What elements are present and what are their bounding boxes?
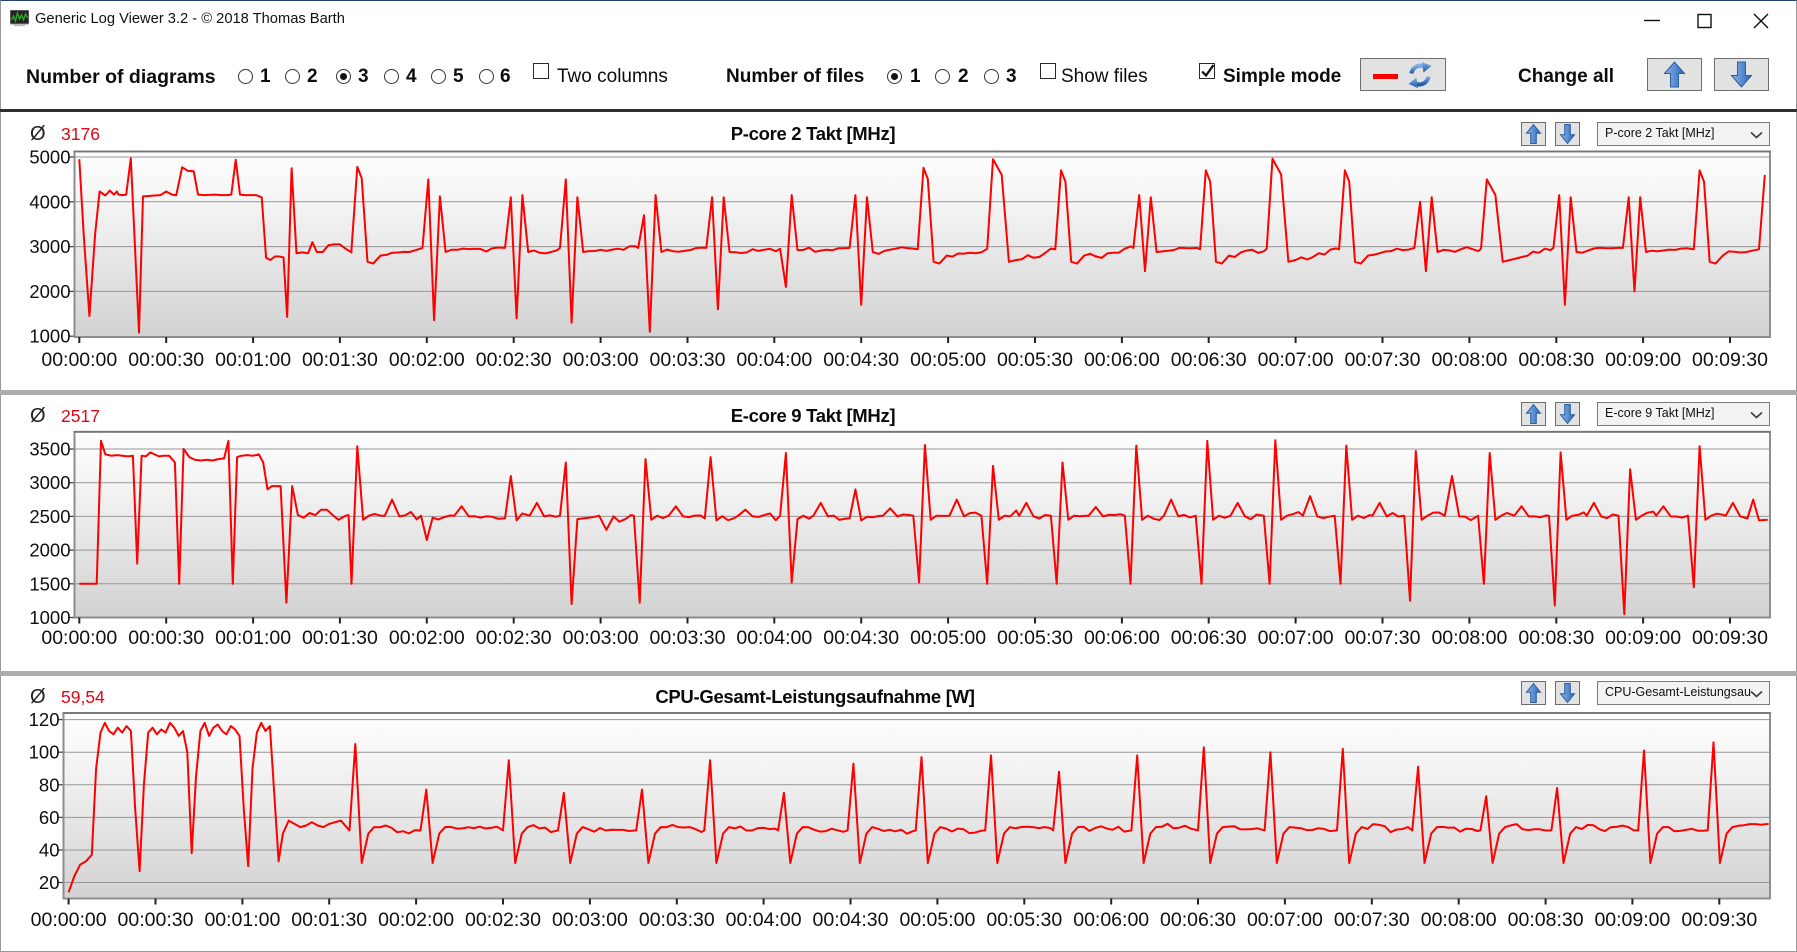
svg-text:00:00:30: 00:00:30 xyxy=(128,627,204,649)
svg-text:00:07:30: 00:07:30 xyxy=(1334,909,1410,931)
svg-text:00:06:00: 00:06:00 xyxy=(1073,909,1149,931)
svg-text:00:06:00: 00:06:00 xyxy=(1084,627,1160,649)
svg-text:00:03:00: 00:03:00 xyxy=(563,349,639,371)
svg-text:00:02:30: 00:02:30 xyxy=(476,349,552,371)
svg-text:00:05:30: 00:05:30 xyxy=(997,627,1073,649)
svg-text:00:03:30: 00:03:30 xyxy=(650,627,726,649)
svg-text:2000: 2000 xyxy=(29,281,70,302)
svg-text:00:08:00: 00:08:00 xyxy=(1431,349,1507,371)
svg-text:5000: 5000 xyxy=(29,147,70,168)
svg-text:00:06:30: 00:06:30 xyxy=(1171,349,1247,371)
svg-text:00:05:00: 00:05:00 xyxy=(910,349,986,371)
svg-text:00:01:00: 00:01:00 xyxy=(204,909,280,931)
svg-text:00:03:00: 00:03:00 xyxy=(552,909,628,931)
svg-text:00:09:30: 00:09:30 xyxy=(1692,349,1768,371)
svg-text:20: 20 xyxy=(39,872,60,893)
svg-text:00:03:30: 00:03:30 xyxy=(639,909,715,931)
svg-text:00:07:00: 00:07:00 xyxy=(1258,349,1334,371)
svg-text:00:02:00: 00:02:00 xyxy=(378,909,454,931)
svg-text:00:07:30: 00:07:30 xyxy=(1345,627,1421,649)
svg-text:00:05:00: 00:05:00 xyxy=(899,909,975,931)
svg-text:1000: 1000 xyxy=(29,607,70,628)
svg-text:00:08:30: 00:08:30 xyxy=(1518,627,1594,649)
svg-text:00:04:30: 00:04:30 xyxy=(813,909,889,931)
svg-text:3500: 3500 xyxy=(29,439,70,460)
svg-text:00:04:00: 00:04:00 xyxy=(726,909,802,931)
svg-text:00:00:30: 00:00:30 xyxy=(128,349,204,371)
svg-text:1000: 1000 xyxy=(29,326,70,347)
svg-text:00:01:00: 00:01:00 xyxy=(215,627,291,649)
svg-text:00:02:00: 00:02:00 xyxy=(389,627,465,649)
svg-text:80: 80 xyxy=(39,774,60,795)
svg-text:00:00:00: 00:00:00 xyxy=(41,627,117,649)
svg-text:00:07:00: 00:07:00 xyxy=(1258,627,1334,649)
svg-text:00:09:00: 00:09:00 xyxy=(1594,909,1670,931)
svg-text:40: 40 xyxy=(39,840,60,861)
svg-text:00:09:30: 00:09:30 xyxy=(1681,909,1757,931)
svg-text:00:03:30: 00:03:30 xyxy=(650,349,726,371)
svg-text:00:08:00: 00:08:00 xyxy=(1431,627,1507,649)
svg-text:3000: 3000 xyxy=(29,472,70,493)
svg-text:00:07:00: 00:07:00 xyxy=(1247,909,1323,931)
svg-text:00:09:00: 00:09:00 xyxy=(1605,349,1681,371)
svg-text:60: 60 xyxy=(39,807,60,828)
svg-text:00:04:30: 00:04:30 xyxy=(823,349,899,371)
svg-text:00:01:30: 00:01:30 xyxy=(302,349,378,371)
svg-text:00:06:00: 00:06:00 xyxy=(1084,349,1160,371)
svg-text:100: 100 xyxy=(29,742,60,763)
svg-text:00:07:30: 00:07:30 xyxy=(1345,349,1421,371)
svg-text:00:09:30: 00:09:30 xyxy=(1692,627,1768,649)
svg-text:2500: 2500 xyxy=(29,506,70,527)
svg-text:00:01:30: 00:01:30 xyxy=(291,909,367,931)
svg-text:2000: 2000 xyxy=(29,540,70,561)
svg-text:00:05:30: 00:05:30 xyxy=(986,909,1062,931)
svg-text:00:06:30: 00:06:30 xyxy=(1160,909,1236,931)
svg-text:00:03:00: 00:03:00 xyxy=(563,627,639,649)
svg-text:3000: 3000 xyxy=(29,236,70,257)
svg-text:00:02:30: 00:02:30 xyxy=(465,909,541,931)
svg-text:00:09:00: 00:09:00 xyxy=(1605,627,1681,649)
svg-text:00:04:00: 00:04:00 xyxy=(736,349,812,371)
svg-text:00:01:30: 00:01:30 xyxy=(302,627,378,649)
svg-text:00:00:30: 00:00:30 xyxy=(118,909,194,931)
svg-text:00:01:00: 00:01:00 xyxy=(215,349,291,371)
svg-text:00:04:00: 00:04:00 xyxy=(736,627,812,649)
svg-text:00:02:30: 00:02:30 xyxy=(476,627,552,649)
svg-text:4000: 4000 xyxy=(29,191,70,212)
svg-text:00:04:30: 00:04:30 xyxy=(823,627,899,649)
svg-text:00:02:00: 00:02:00 xyxy=(389,349,465,371)
svg-text:1500: 1500 xyxy=(29,573,70,594)
svg-text:00:05:00: 00:05:00 xyxy=(910,627,986,649)
svg-text:120: 120 xyxy=(29,709,60,730)
svg-text:00:08:00: 00:08:00 xyxy=(1421,909,1497,931)
svg-text:00:08:30: 00:08:30 xyxy=(1508,909,1584,931)
svg-text:00:00:00: 00:00:00 xyxy=(41,349,117,371)
svg-text:00:00:00: 00:00:00 xyxy=(31,909,107,931)
svg-text:00:06:30: 00:06:30 xyxy=(1171,627,1247,649)
svg-text:00:08:30: 00:08:30 xyxy=(1518,349,1594,371)
svg-text:00:05:30: 00:05:30 xyxy=(997,349,1073,371)
